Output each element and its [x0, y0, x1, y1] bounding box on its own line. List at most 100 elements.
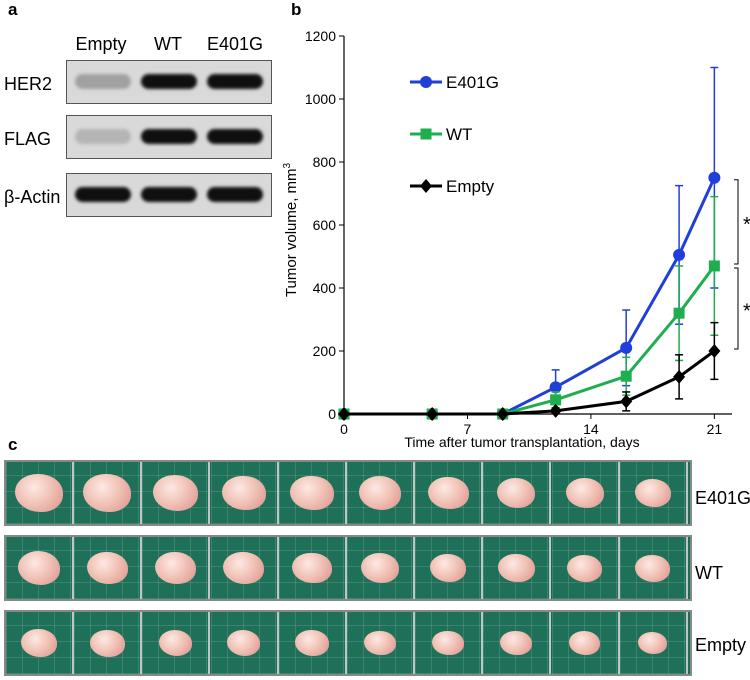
data-point	[708, 344, 721, 358]
tumor-tile	[551, 537, 620, 599]
data-point	[550, 394, 562, 406]
tumor-specimen	[289, 475, 334, 511]
data-point	[420, 128, 432, 140]
data-point	[426, 407, 439, 421]
tumor-specimen	[500, 630, 533, 656]
tumor-tile	[347, 462, 415, 524]
tumor-specimen	[361, 553, 399, 583]
tumor-strip-empty	[4, 610, 692, 676]
blot-band	[207, 74, 263, 89]
tumor-tile	[74, 612, 143, 674]
tumor-specimen	[497, 478, 536, 508]
legend-item-empty: Empty	[410, 177, 495, 196]
legend-item-e401g: E401G	[410, 73, 499, 92]
bracket-line	[734, 179, 739, 265]
blot-strip-actin	[66, 173, 272, 217]
tumor-volume-chart: 0 200 400 600 800 1000 1200 0 7 14 21 * * E401G WT Em…	[282, 28, 750, 450]
tumor-specimen	[364, 630, 396, 656]
tumor-specimen	[17, 551, 61, 585]
data-point	[420, 76, 432, 88]
tumor-tile	[551, 462, 620, 524]
tumor-tile	[6, 612, 74, 674]
blot-strip-her2	[66, 60, 272, 104]
blot-band	[75, 74, 131, 89]
data-point	[708, 171, 721, 184]
x-tick-label: 7	[464, 421, 472, 437]
tumor-tile	[483, 462, 552, 524]
legend-label: E401G	[446, 73, 499, 92]
y-tick-label: 800	[313, 154, 337, 170]
series-line	[344, 349, 716, 416]
y-tick-label: 0	[328, 406, 336, 422]
lane-label-e401g: E401G	[206, 34, 264, 54]
western-blot-panel: Empty WT E401G HER2 FLAG β-Actin	[0, 0, 280, 240]
tumor-tile	[347, 537, 415, 599]
data-point	[549, 403, 562, 418]
tumor-tile	[210, 612, 279, 674]
tumor-specimen	[89, 629, 125, 657]
x-tick-label: 0	[340, 421, 348, 437]
tumor-photo-panel: E401G WT Empty	[0, 455, 750, 680]
significance-bracket: *	[734, 179, 750, 265]
tumor-specimen	[429, 553, 467, 583]
tumor-row-label-wt: WT	[695, 563, 723, 583]
tumor-specimen	[86, 551, 128, 585]
series-line	[344, 177, 716, 416]
y-axis-label-sup: 3	[282, 162, 293, 168]
tumor-specimen	[226, 630, 261, 656]
tumor-strip-wt	[4, 535, 692, 601]
tumor-tile	[415, 537, 484, 599]
tumor-specimen	[14, 473, 64, 513]
panel-label-c: c	[8, 435, 18, 454]
series-e401g	[338, 66, 721, 420]
tumor-tile	[619, 462, 688, 524]
blot-band	[75, 187, 131, 202]
data-point	[673, 307, 685, 319]
tumor-strip-e401g	[4, 460, 692, 526]
y-axis-label: Tumor volume, mm3	[282, 162, 300, 297]
tumor-specimen	[569, 631, 600, 655]
tumor-tile	[347, 612, 415, 674]
data-point	[620, 341, 633, 354]
tumor-tile	[619, 612, 688, 674]
tumor-tile	[210, 462, 279, 524]
blot-band	[141, 187, 197, 202]
tumor-specimen	[565, 478, 604, 508]
blot-band	[207, 187, 263, 202]
tumor-tile	[142, 462, 211, 524]
tumor-tile	[6, 462, 74, 524]
tumor-specimen	[634, 478, 672, 508]
tumor-specimen	[152, 474, 199, 512]
tumor-tile	[551, 612, 620, 674]
data-point	[549, 381, 562, 394]
tumor-specimen	[154, 551, 196, 585]
data-point	[708, 260, 720, 272]
tumor-tile	[619, 537, 688, 599]
tumor-tile	[483, 537, 552, 599]
panel-label-a: a	[8, 0, 18, 19]
tumor-specimen	[635, 554, 671, 582]
tumor-specimen	[358, 476, 402, 510]
blot-strip-flag	[66, 115, 272, 159]
panel-label-b: b	[291, 0, 302, 19]
lane-label-empty: Empty	[75, 34, 127, 54]
tumor-tile	[6, 537, 74, 599]
y-tick-label: 600	[313, 217, 337, 233]
tumor-tile	[415, 612, 484, 674]
data-point	[673, 248, 686, 261]
tumor-tile	[278, 612, 347, 674]
series-empty	[338, 321, 721, 421]
tumor-tile	[278, 537, 347, 599]
data-point	[420, 179, 432, 193]
tumor-tile	[483, 612, 552, 674]
legend-label: WT	[446, 125, 472, 144]
legend-label: Empty	[446, 177, 495, 196]
data-point	[620, 394, 633, 409]
blot-label-actin: β-Actin	[4, 187, 61, 207]
tumor-specimen	[432, 630, 465, 656]
tumor-tile	[142, 537, 211, 599]
data-point	[496, 407, 509, 421]
y-axis-label-text: Tumor volume, mm	[283, 168, 300, 297]
blot-band	[207, 129, 263, 144]
y-tick-label: 1200	[305, 28, 336, 44]
